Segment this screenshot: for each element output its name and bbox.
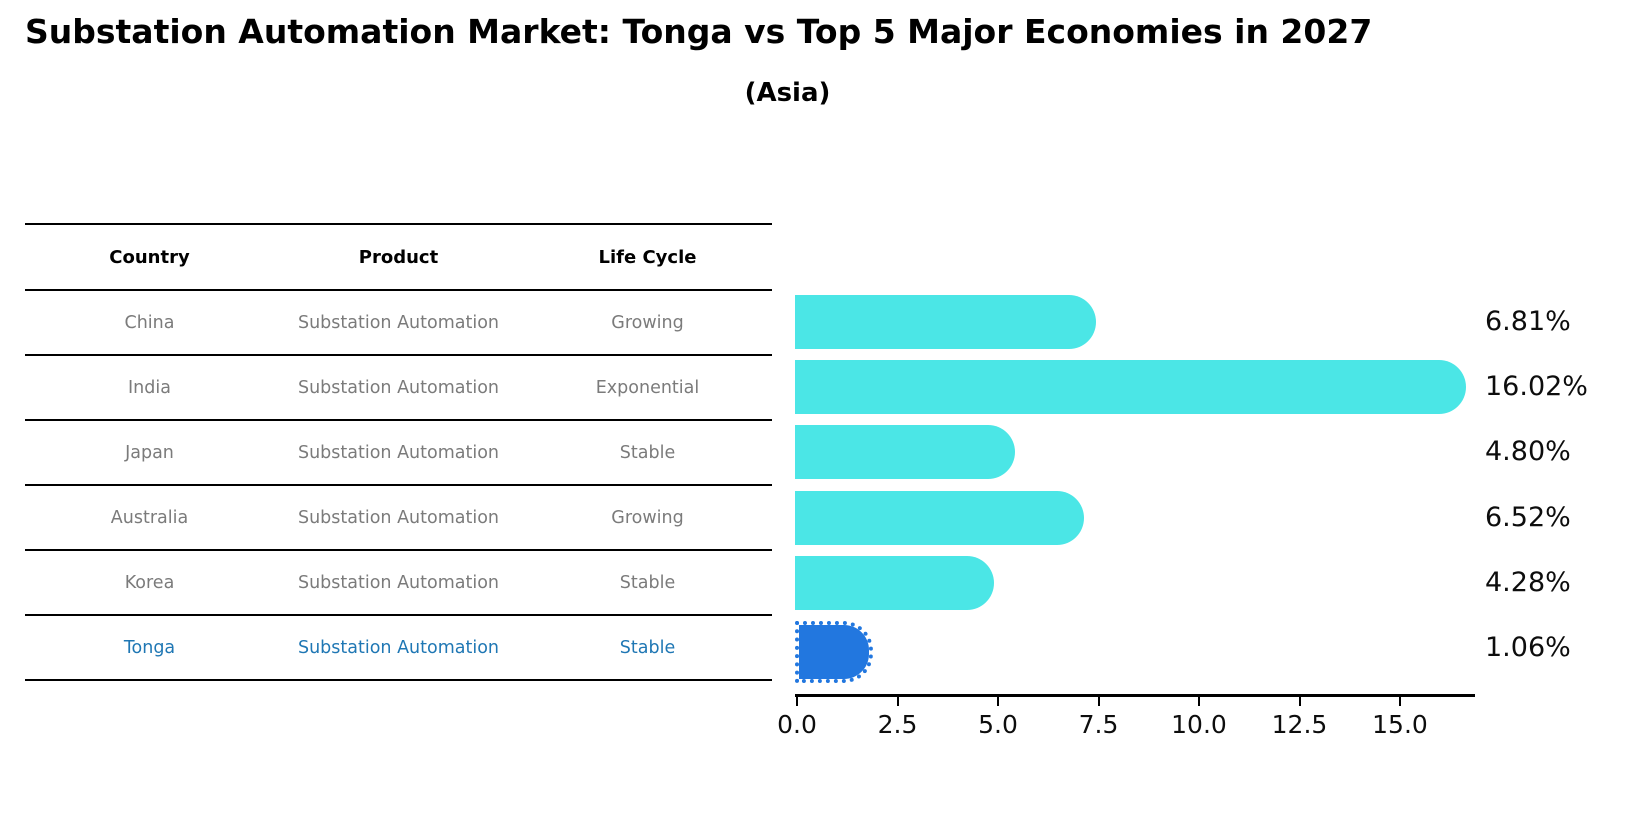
- bar-value-label: 6.52%: [1485, 501, 1571, 533]
- col-header-life-cycle: Life Cycle: [598, 246, 697, 268]
- table-row: Australia Substation Automation Growing: [25, 486, 772, 551]
- x-axis-line: [795, 694, 1475, 697]
- bar-japan: [795, 425, 1015, 480]
- x-tick-mark: [1298, 697, 1301, 706]
- bar-korea: [795, 555, 995, 610]
- cell-life-cycle: Stable: [619, 442, 676, 463]
- cell-country: Japan: [125, 442, 174, 463]
- table-row: India Substation Automation Exponential: [25, 356, 772, 421]
- cell-product: Substation Automation: [297, 377, 500, 398]
- bar-value-label: 1.06%: [1485, 632, 1571, 663]
- cell-country: China: [124, 312, 175, 333]
- col-header-product: Product: [358, 246, 439, 268]
- x-tick-mark: [1198, 697, 1200, 706]
- bar-tonga: [795, 621, 873, 683]
- bar-india: [795, 360, 1466, 415]
- x-tick-mark: [796, 697, 798, 706]
- cell-country: India: [128, 377, 171, 398]
- cell-life-cycle: Stable: [619, 572, 676, 593]
- bar-value-label: 4.80%: [1485, 436, 1571, 468]
- cell-life-cycle: Stable: [619, 637, 676, 658]
- info-table: Country Product Life Cycle China Substat…: [25, 223, 772, 681]
- table-row: China Substation Automation Growing: [25, 291, 772, 356]
- table-row: Japan Substation Automation Stable: [25, 421, 772, 486]
- x-tick-label: 10.0: [1171, 710, 1227, 739]
- x-tick-label: 12.5: [1271, 710, 1328, 739]
- table-row: Korea Substation Automation Stable: [25, 551, 772, 616]
- bar-value-label: 4.28%: [1485, 566, 1571, 598]
- x-tick-label: 7.5: [1078, 710, 1119, 739]
- bar-value-label: 6.81%: [1485, 306, 1571, 337]
- x-tick-label: 5.0: [978, 710, 1018, 739]
- cell-product: Substation Automation: [297, 507, 500, 528]
- x-tick-mark: [896, 697, 899, 706]
- col-header-country: Country: [109, 246, 190, 268]
- x-tick-mark: [1097, 697, 1100, 706]
- bar-australia: [795, 490, 1085, 545]
- x-tick-label: 2.5: [877, 710, 918, 739]
- cell-product: Substation Automation: [297, 442, 500, 463]
- chart-subtitle: (Asia): [744, 78, 831, 108]
- table-header-row: Country Product Life Cycle: [25, 225, 772, 291]
- cell-country: Korea: [124, 572, 175, 593]
- cell-life-cycle: Exponential: [595, 377, 700, 398]
- cell-life-cycle: Growing: [611, 507, 684, 528]
- x-tick-label: 0.0: [777, 710, 817, 739]
- chart-title: Substation Automation Market: Tonga vs T…: [25, 12, 1373, 51]
- x-tick-label: 15.0: [1372, 710, 1428, 739]
- cell-country: Tonga: [123, 637, 176, 658]
- x-tick-mark: [997, 697, 999, 706]
- cell-product: Substation Automation: [297, 572, 500, 593]
- table-row-highlighted: Tonga Substation Automation Stable: [25, 616, 772, 681]
- cell-country: Australia: [110, 507, 189, 528]
- bar-value-label: 16.02%: [1485, 371, 1588, 403]
- bar-china: [795, 295, 1096, 349]
- cell-product: Substation Automation: [297, 312, 500, 333]
- x-tick-mark: [1399, 697, 1401, 706]
- cell-product: Substation Automation: [297, 637, 500, 658]
- cell-life-cycle: Growing: [611, 312, 684, 333]
